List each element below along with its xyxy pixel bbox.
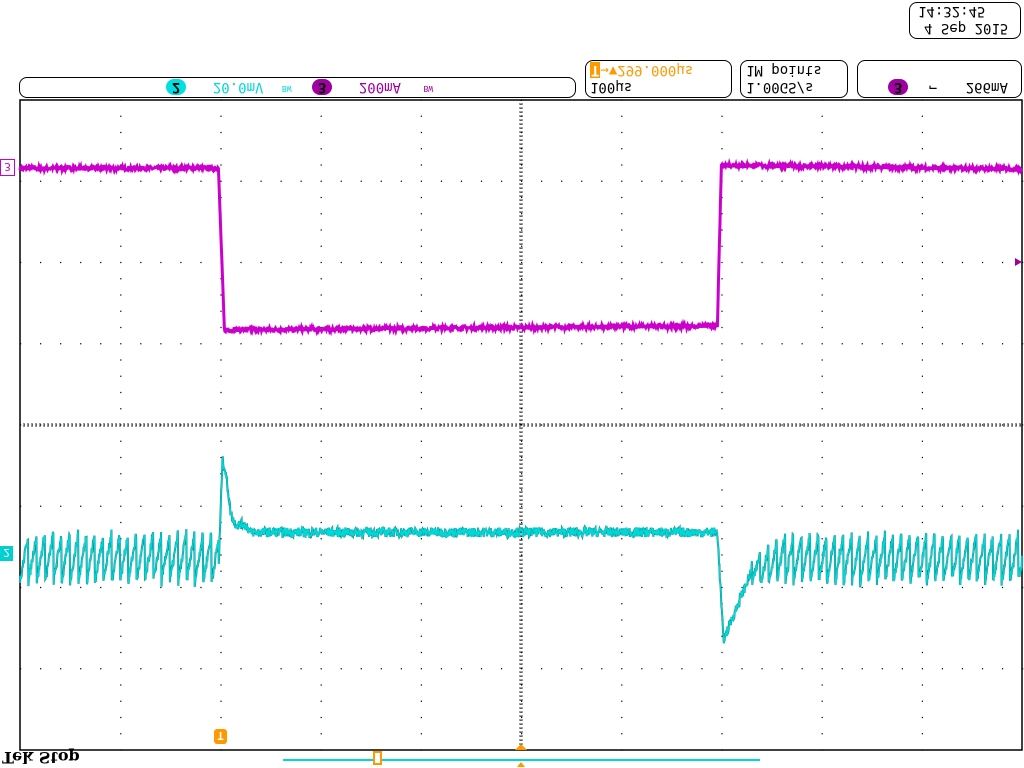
trigger-level-marker: [1015, 258, 1022, 266]
falling-edge-icon: ⌐: [928, 79, 938, 95]
time-readout: 14:32:45: [918, 3, 986, 19]
channel-readout-bar[interactable]: 2 20.0mV BW 3 200mA BW: [19, 77, 576, 98]
time-per-div-readout: 100µs: [590, 79, 633, 95]
channel-3-ground-marker[interactable]: 3: [0, 159, 15, 176]
horizontal-settings-box[interactable]: T→▲299.000µs 100µs: [585, 60, 732, 98]
channel-2-ground-marker[interactable]: 2: [0, 546, 13, 561]
acquisition-box[interactable]: 1M points 1.00GS/s: [740, 60, 848, 98]
channel-3-badge[interactable]: 3: [311, 79, 333, 95]
acquisition-status: Tek Stop: [2, 748, 80, 767]
bandwidth-limit-icon: BW: [423, 84, 434, 93]
channel-2-scale: 20.0mV: [212, 79, 264, 95]
trigger-level-readout: 266mA: [965, 79, 1008, 95]
expansion-point-marker: [515, 744, 527, 750]
arrow-right-icon: →▲: [600, 62, 618, 78]
sample-rate-readout: 1.00GS/s: [746, 79, 814, 95]
graticule-center-axes: [19, 99, 1021, 749]
trigger-position-readout: 299.000µs: [617, 62, 694, 78]
channel-2-trace: [19, 456, 1023, 644]
channel-3-trace: [18, 157, 1023, 337]
trigger-settings-box[interactable]: 3 ⌐ 266mA: [857, 60, 1022, 98]
record-view-marker: [517, 762, 525, 767]
trigger-position-icon: T: [590, 62, 601, 78]
trigger-time-marker[interactable]: T: [214, 729, 227, 744]
channel-3-scale: 200mA: [358, 79, 401, 95]
channel-2-badge[interactable]: 2: [166, 79, 187, 95]
datetime-box: 14:32:45 4 Sep 2015: [909, 2, 1021, 39]
trigger-source-badge: 3: [888, 79, 909, 95]
record-trigger-marker: [373, 751, 382, 765]
date-readout: 4 Sep 2015: [924, 20, 1009, 36]
bandwidth-limit-icon: BW: [281, 84, 292, 93]
record-length-readout: 1M points: [746, 62, 822, 78]
